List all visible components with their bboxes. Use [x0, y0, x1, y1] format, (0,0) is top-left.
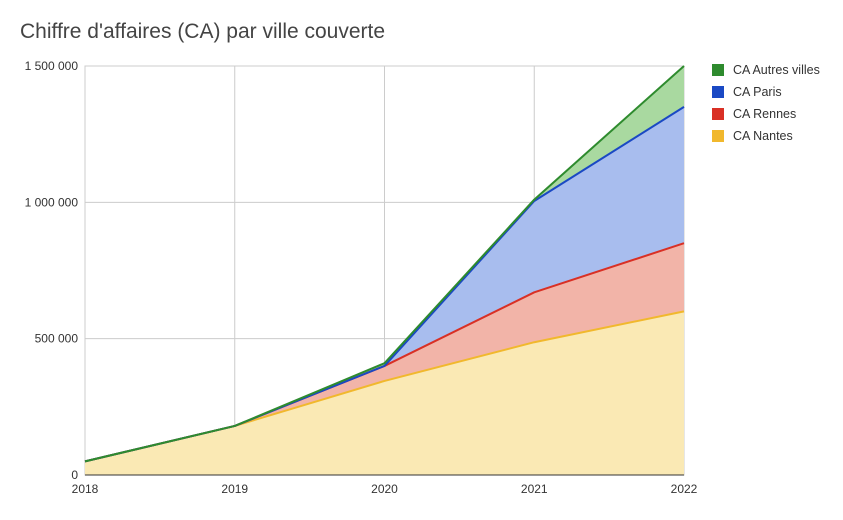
- legend-item: CA Autres villes: [712, 59, 820, 81]
- y-tick-label: 1 500 000: [25, 59, 79, 73]
- legend-label: CA Autres villes: [733, 63, 820, 77]
- area-ca-nantes: [85, 311, 684, 475]
- legend-label: CA Rennes: [733, 107, 797, 121]
- y-tick-label: 0: [71, 468, 78, 482]
- legend-item: CA Paris: [712, 81, 820, 103]
- y-tick-label: 1 000 000: [25, 195, 79, 209]
- x-tick-label: 2021: [521, 482, 548, 496]
- legend-swatch: [712, 108, 724, 120]
- x-tick-label: 2019: [221, 482, 248, 496]
- legend: CA Autres villes CA Paris CA Rennes CA Nant…: [712, 59, 820, 147]
- area-ca-rennes: [85, 243, 684, 462]
- legend-item: CA Rennes: [712, 103, 820, 125]
- legend-swatch: [712, 86, 724, 98]
- legend-label: CA Nantes: [733, 129, 793, 143]
- legend-item: CA Nantes: [712, 125, 820, 147]
- line-ca-autres-villes: [84, 65, 685, 463]
- y-tick-label: 500 000: [35, 332, 79, 346]
- legend-swatch: [712, 130, 724, 142]
- legend-swatch: [712, 64, 724, 76]
- x-tick-label: 2018: [72, 482, 99, 496]
- chart-title: Chiffre d'affaires (CA) par ville couver…: [20, 20, 386, 43]
- legend-label: CA Paris: [733, 85, 782, 99]
- x-tick-label: 2020: [371, 482, 398, 496]
- x-tick-label: 2022: [671, 482, 698, 496]
